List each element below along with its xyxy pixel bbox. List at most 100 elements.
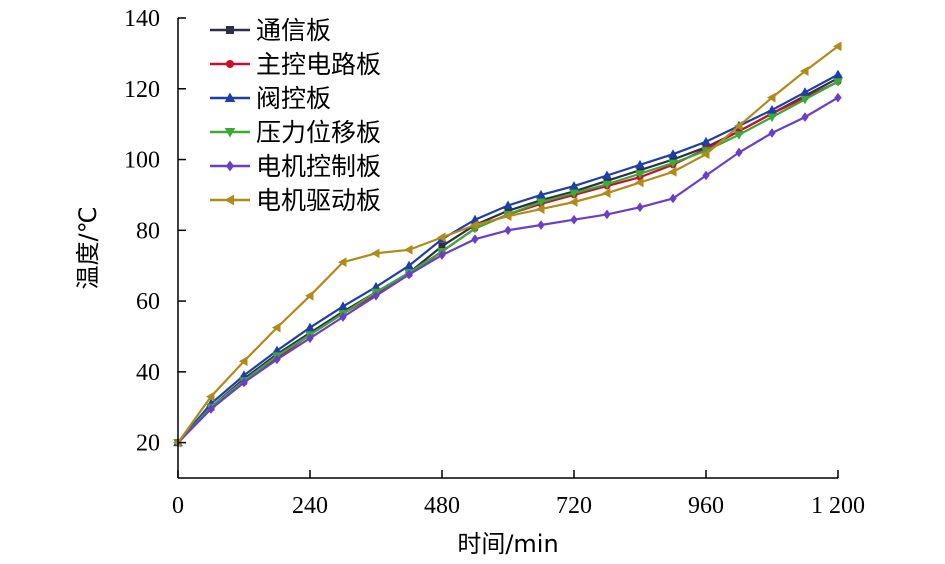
data-point [339,312,347,322]
data-point [471,234,479,244]
data-point [766,92,776,103]
data-point [668,159,678,169]
data-point [372,290,380,301]
series-5 [174,92,842,448]
data-point [570,214,578,225]
legend-label: 电机控制板 [256,152,381,181]
data-point [701,136,711,146]
data-point [603,209,611,220]
data-point [735,147,743,158]
y-axis-label: 温度/℃ [74,206,102,289]
axes [177,18,838,479]
data-point [602,170,612,179]
data-point [502,211,512,222]
y-tick-label: 40 [136,360,160,386]
x-tick-label: 480 [424,493,460,519]
legend-item: 电机控制板 [210,152,381,181]
data-point [799,66,809,76]
data-point [767,113,777,123]
data-point [568,197,578,207]
x-axis-label: 时间/min [457,530,558,558]
data-point [436,232,446,243]
series-3 [173,69,843,447]
legend-label: 压力位移板 [256,118,381,147]
data-point [503,200,513,210]
legend-label: 电机驱动板 [256,186,381,215]
legend-swatch-marker [224,128,236,138]
legend-item: 压力位移板 [210,118,381,147]
data-point [834,92,842,103]
data-point [700,149,710,160]
ticks: 0 240 480 720 960 1 200 20 40 60 80 100 120 140 [124,6,865,519]
x-tick-label: 960 [688,493,724,519]
data-point [305,322,315,332]
y-tick-label: 120 [124,77,160,103]
data-point [469,220,479,230]
data-point [800,95,810,105]
data-point [403,244,413,255]
data-point [370,248,380,259]
data-point [405,269,413,280]
data-point [733,121,743,131]
data-point [800,87,810,96]
series-6 [172,41,842,448]
data-point [404,260,414,270]
data-point [304,290,314,301]
legend-item: 通信板 [210,16,331,45]
legend-label: 通信板 [256,16,331,45]
y-tick-label: 100 [124,148,160,174]
data-point [438,250,446,260]
data-point [767,104,777,114]
data-point [273,354,281,365]
data-point [833,78,843,87]
y-tick-label: 20 [136,431,160,457]
data-point [832,41,842,52]
data-point [569,181,579,190]
legend-item: 电机驱动板 [210,186,381,215]
data-point [635,159,645,169]
data-point [635,170,645,179]
legend-label: 主控电路板 [256,50,381,79]
data-point [634,177,644,188]
legend-item: 主控电路板 [210,50,381,79]
data-point [205,391,215,402]
plot-lines [172,41,843,448]
data-point [668,149,678,158]
legend-swatch-marker [224,194,234,206]
data-point [801,112,809,122]
legend-item: 阀控板 [210,84,331,113]
data-point [306,333,314,344]
data-point [702,170,710,181]
x-tick-label: 720 [556,493,592,519]
data-point [504,225,512,236]
data-point [238,356,248,367]
data-point [537,220,545,230]
data-point [536,198,546,208]
data-point [240,377,248,388]
y-tick-label: 80 [136,218,160,244]
y-tick-label: 140 [124,6,160,32]
legend-swatch-marker [225,160,235,172]
data-point [536,189,546,199]
data-point [207,404,215,414]
data-point [602,180,612,190]
data-point [734,131,744,140]
data-point [768,128,776,138]
data-point [338,301,348,310]
data-point [535,204,545,214]
legend-swatch-marker [226,26,234,34]
data-point [601,188,611,199]
x-tick-label: 240 [292,493,328,519]
data-point [636,202,644,213]
y-tick-label: 60 [136,289,160,315]
x-tick-label: 0 [172,493,184,519]
legend-label: 阀控板 [256,84,331,113]
data-point [569,189,579,199]
data-point [669,193,677,204]
data-point [833,69,843,79]
data-point [667,167,677,177]
legend-swatch-marker [226,60,234,68]
data-point [271,322,281,333]
